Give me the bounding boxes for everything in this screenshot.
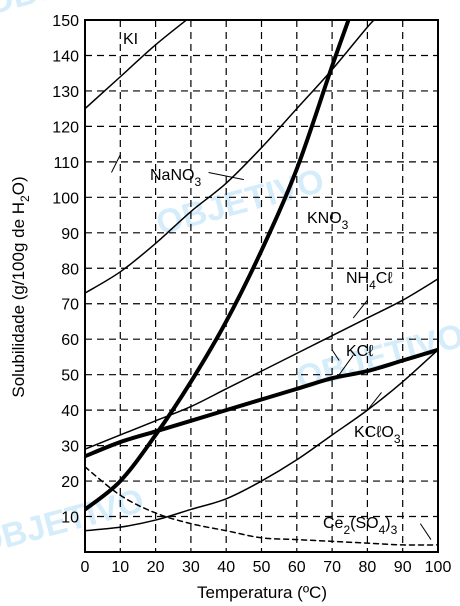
y-tick-label: 80: [61, 261, 79, 278]
x-tick-label: 80: [359, 559, 377, 576]
series-label-kno3: KNO3: [307, 210, 349, 232]
ylabel-post: O): [9, 176, 28, 195]
series-line-kno3: [85, 20, 351, 512]
y-tick-label: 120: [52, 119, 79, 136]
label-leader-line: [367, 392, 382, 411]
y-tick-label: 90: [61, 226, 79, 243]
kclo3-subscript: 3: [394, 432, 401, 446]
label-leader-line: [352, 299, 368, 319]
x-tick-label: 90: [394, 559, 412, 576]
x-tick-label: 70: [323, 559, 341, 576]
label-leader-line: [208, 172, 244, 181]
y-tick-label: 40: [61, 403, 79, 420]
series-label-kclo3: KCℓO3: [354, 424, 401, 446]
ce-a: Ce: [323, 515, 344, 532]
y-tick-label: 30: [61, 439, 79, 456]
ylabel-pre: Solubilidade (g/100g de H: [9, 202, 28, 398]
kno3-subscript: 3: [342, 218, 349, 232]
series-line-nh4cl: [85, 278, 438, 450]
tick-labels: 0 10 20 30 40 50 60 70 80 90 100 10 20 30 40 50 60 70 80 90…: [52, 13, 451, 576]
y-tick-label: 10: [61, 510, 79, 527]
x-tick-label: 100: [425, 559, 452, 576]
series-label-ki: KI: [123, 31, 138, 48]
y-tick-label: 60: [61, 332, 79, 349]
x-axis-title: Temperatura (ºC): [197, 583, 327, 602]
label-leader-line: [111, 154, 121, 173]
x-tick-label: 50: [253, 559, 271, 576]
nano3-subscript: 3: [194, 175, 201, 189]
watermark-text: OBJETIVO: [292, 317, 460, 398]
y-tick-label: 50: [61, 368, 79, 385]
x-tick-label: 60: [288, 559, 306, 576]
y-tick-label: 150: [52, 13, 79, 30]
grid: [85, 20, 438, 552]
y-tick-label: 130: [52, 84, 79, 101]
series-group: [85, 20, 438, 546]
ce-subscript-1: 2: [343, 523, 350, 537]
ce-subscript-3: 3: [391, 523, 398, 537]
series-line-ki: [85, 20, 188, 110]
y-tick-label: 70: [61, 297, 79, 314]
series-line-kclo3: [85, 349, 438, 532]
y-tick-label: 20: [61, 474, 79, 491]
kno3-base: KNO: [307, 210, 342, 227]
ylabel-subscript: 2: [18, 195, 32, 202]
series-label-ce2so43: Ce2(SO4)3: [323, 515, 398, 537]
kclo3-base: KCℓO: [354, 424, 394, 441]
series-line-nano3: [85, 20, 376, 294]
nh4cl-subscript: 4: [369, 278, 376, 292]
x-tick-label: 10: [111, 559, 129, 576]
y-tick-label: 140: [52, 48, 79, 65]
y-tick-label: 110: [53, 155, 79, 172]
series-label-kcl: KCℓ: [346, 343, 373, 360]
series-labels: KI NaNO3 KNO3 NH4Cℓ KCℓ KCℓO3 Ce2(SO4)3: [123, 31, 401, 537]
series-label-nano3: NaNO3: [150, 167, 201, 189]
nh4cl-a: NH: [346, 270, 369, 287]
nh4cl-b: Cℓ: [376, 270, 393, 287]
x-tick-label: 30: [182, 559, 200, 576]
y-axis-title: Solubilidade (g/100g de H2O): [9, 176, 32, 397]
label-leader-line: [331, 349, 340, 361]
label-leader-line: [338, 354, 354, 375]
label-leader-line: [419, 523, 432, 540]
nano3-base: NaNO: [150, 167, 194, 184]
series-line-kcl: [85, 347, 438, 459]
ce-c: ): [385, 515, 390, 532]
ce-b: (SO: [350, 515, 378, 532]
x-tick-label: 20: [147, 559, 165, 576]
ce-subscript-2: 4: [379, 523, 386, 537]
series-label-nh4cl: NH4Cℓ: [346, 270, 393, 292]
x-tick-label: 0: [81, 559, 90, 576]
plot-frame: [84, 19, 439, 553]
series-line-ce2so43: [85, 466, 438, 546]
x-tick-label: 40: [217, 559, 235, 576]
y-tick-label: 100: [52, 190, 79, 207]
